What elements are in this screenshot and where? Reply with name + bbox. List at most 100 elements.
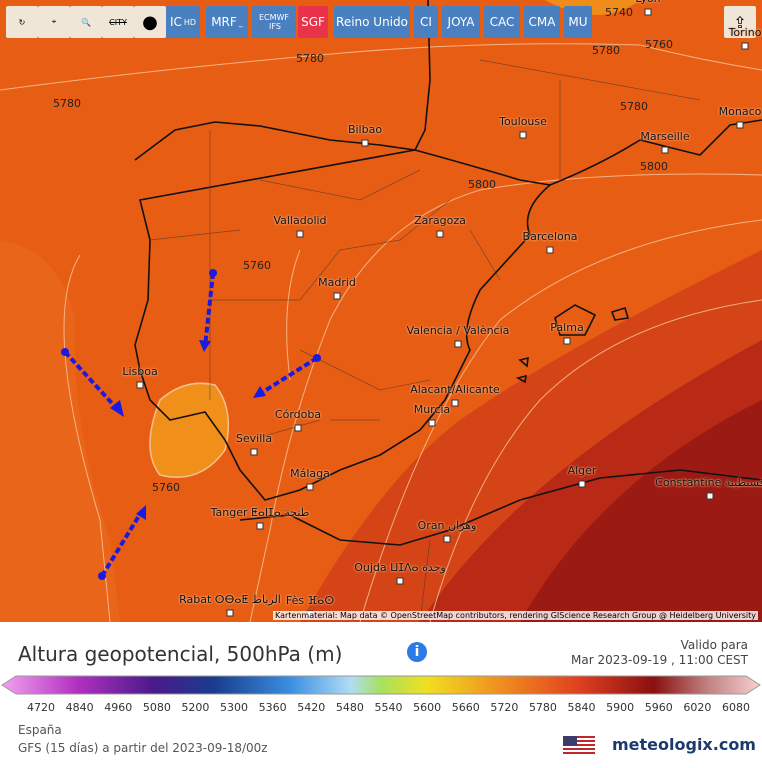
city-label: Fès ⴼⴰⵙ (285, 594, 335, 607)
info-icon[interactable]: i (407, 642, 427, 662)
legend-title: Altura geopotencial, 500hPa (m) (18, 642, 343, 666)
map[interactable]: ↻ ⌖ 🔍 CITY ● IC HD MRF _ ECMWF IFS SGF Reino Un… (0, 0, 762, 622)
field-blob (149, 382, 230, 478)
button-sub: HD (183, 17, 197, 27)
button-label: CMA (528, 15, 556, 29)
colorbar-tick: 5660 (451, 701, 480, 714)
city-label: Bilbao (347, 123, 383, 136)
city-label: Constantine قسنطينة (655, 476, 762, 489)
city-marker (136, 381, 144, 389)
contour-label: 5780 (620, 100, 648, 113)
model-run: GFS (15 días) a partir del 2023-09-18/00… (18, 741, 268, 755)
coastline (134, 0, 762, 546)
city-marker (396, 577, 404, 585)
colorbar-tick: 5200 (181, 701, 210, 714)
model-button[interactable]: MRF _ (206, 6, 248, 38)
zoom-button[interactable]: 🔍 (70, 6, 102, 38)
button-label: ECMWF (258, 13, 290, 22)
city-marker (451, 399, 459, 407)
city-label: Málaga (290, 467, 330, 480)
colorbar-tick: 5960 (644, 701, 673, 714)
colorbar-tick: 5540 (374, 701, 403, 714)
contours (0, 43, 762, 622)
city-marker (578, 480, 586, 488)
brand[interactable]: meteologix.com (612, 735, 756, 754)
city-label: Oran وهران (417, 519, 477, 532)
button-label: MU (568, 15, 588, 29)
contour-label: 5800 (468, 178, 496, 191)
share-button[interactable]: ⇪ (724, 6, 756, 38)
city-label: Zaragoza (414, 214, 466, 227)
city-marker (443, 535, 451, 543)
model-button[interactable]: ECMWF IFS (252, 6, 296, 38)
city-marker (306, 483, 314, 491)
button-sub: IFS (269, 22, 281, 31)
city-label: Lisboa (122, 365, 158, 378)
model-button[interactable]: MU (564, 6, 592, 38)
button-label: JOYA (447, 15, 475, 29)
city-label: Alacant/Alicante (410, 383, 500, 396)
city-marker (428, 419, 436, 427)
city-label: Córdoba (274, 408, 322, 421)
city-marker (294, 424, 302, 432)
city-marker (250, 448, 258, 456)
contour-label: 5760 (152, 481, 180, 494)
contour-label: 5800 (640, 160, 668, 173)
city-label: Murcia (413, 403, 451, 416)
model-button[interactable]: IC HD (166, 6, 200, 38)
colorbar-tick: 4960 (104, 701, 133, 714)
colorbar-tick: 5480 (335, 701, 364, 714)
city-marker (454, 340, 462, 348)
colorbar-tick: 5080 (142, 701, 171, 714)
city-label: Torino (728, 26, 762, 39)
colorbar-bar (1, 675, 761, 695)
city-label: Palma (550, 321, 584, 334)
button-label: MRF (211, 15, 237, 29)
contour-label: 5780 (592, 44, 620, 57)
map-graphic (0, 0, 762, 622)
model-button[interactable]: JOYA (442, 6, 480, 38)
city-marker (644, 8, 652, 16)
city-label: Toulouse (499, 115, 547, 128)
reset-button[interactable]: ↻ (6, 6, 38, 38)
model-button[interactable]: Reino Unido (334, 6, 410, 38)
colorbar-tick: 6080 (722, 701, 750, 714)
field-orange (545, 0, 640, 15)
model-button[interactable]: SGF (298, 6, 328, 38)
city-label: Sevilla (235, 432, 273, 445)
colorbar-tick: 5300 (220, 701, 249, 714)
colorbar-tick: 5600 (413, 701, 442, 714)
colorbar-tick: 5840 (567, 701, 596, 714)
button-label: CAC (489, 15, 515, 29)
city-button[interactable]: CITY (102, 6, 134, 38)
dot-button[interactable]: ● (134, 6, 166, 38)
city-label: Oujda ⵡⵊⴷⴰ وجدة (354, 561, 446, 574)
location-button[interactable]: ⌖ (38, 6, 70, 38)
colorbar-tick: 4720 (27, 701, 55, 714)
city-label: Barcelona (522, 230, 578, 243)
button-label: IC (169, 15, 182, 29)
model-button[interactable]: CMA (524, 6, 560, 38)
field-light (0, 240, 120, 622)
arrow-heads (61, 269, 321, 580)
colorbar-tick: 4840 (65, 701, 94, 714)
colorbar-tick: 5900 (606, 701, 635, 714)
city-marker (736, 121, 744, 129)
flag[interactable] (563, 736, 595, 754)
model-button[interactable]: CAC (484, 6, 520, 38)
contour-label: 5740 (605, 6, 633, 19)
colorbar-tick: 5420 (297, 701, 326, 714)
colorbar-tick: 5360 (258, 701, 287, 714)
city-marker (519, 131, 527, 139)
city-label: Marseille (640, 130, 690, 143)
button-label: Reino Unido (336, 15, 408, 29)
city-marker (333, 292, 341, 300)
contour-label: 5760 (645, 38, 673, 51)
city-label: Valladolid (273, 214, 327, 227)
city-label: Madrid (318, 276, 356, 289)
city-marker (296, 230, 304, 238)
model-button[interactable]: CI (414, 6, 438, 38)
city-label: Monaco (718, 105, 762, 118)
contour-label: 5780 (53, 97, 81, 110)
